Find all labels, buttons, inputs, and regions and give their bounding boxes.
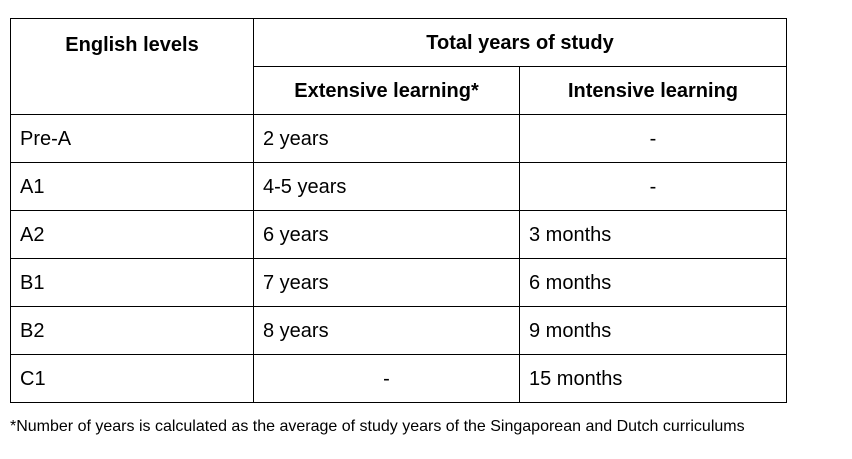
table-row: B2 8 years 9 months [10,306,787,355]
level-cell: C1 [10,354,254,403]
study-years-table: English levels Total years of study Exte… [10,18,787,403]
intensive-cell: 9 months [519,306,787,355]
header-english-levels: English levels [10,18,254,115]
extensive-cell: 4-5 years [253,162,520,211]
level-cell: A2 [10,210,254,259]
table-row: B1 7 years 6 months [10,258,787,307]
footnote: *Number of years is calculated as the av… [10,418,745,435]
header-row-sub: Extensive learning* Intensive learning [11,66,787,115]
table-row: A1 4-5 years - [10,162,787,211]
level-cell: B2 [10,306,254,355]
header-intensive-learning: Intensive learning [519,66,787,115]
intensive-cell: - [519,162,787,211]
table-row: A2 6 years 3 months [10,210,787,259]
extensive-cell: 6 years [253,210,520,259]
study-years-table-container: English levels Total years of study Exte… [10,18,787,403]
header-total-years: Total years of study [253,18,787,67]
intensive-cell: 15 months [519,354,787,403]
intensive-cell: - [519,114,787,163]
table-row: C1 - 15 months [10,354,787,403]
extensive-cell: - [253,354,520,403]
extensive-cell: 8 years [253,306,520,355]
header-row-top: English levels Total years of study [10,18,787,115]
table-row: Pre-A 2 years - [10,114,787,163]
header-extensive-learning: Extensive learning* [253,66,520,115]
intensive-cell: 6 months [519,258,787,307]
extensive-cell: 2 years [253,114,520,163]
extensive-cell: 7 years [253,258,520,307]
level-cell: B1 [10,258,254,307]
intensive-cell: 3 months [519,210,787,259]
level-cell: A1 [10,162,254,211]
level-cell: Pre-A [10,114,254,163]
